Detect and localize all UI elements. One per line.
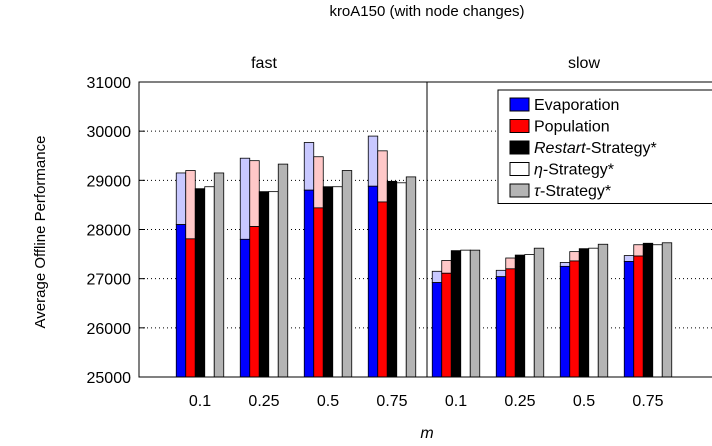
y-tick-label: 31000 <box>87 75 132 92</box>
bar-shade <box>303 142 315 191</box>
bar <box>322 186 334 378</box>
bar <box>341 170 353 378</box>
y-tick-label: 25000 <box>87 370 132 387</box>
y-tick-label: 26000 <box>87 321 132 338</box>
bar-shade <box>175 172 187 225</box>
bar <box>450 250 462 378</box>
bar-shade <box>495 269 507 278</box>
x-axis-label: m <box>420 425 433 442</box>
panel-label-slow: slow <box>568 55 600 72</box>
legend: Evaporation Population Restart-Strategy* η-… <box>497 89 712 204</box>
legend-label: τ-Strategy* <box>534 183 611 200</box>
bar <box>239 238 251 378</box>
bar-shade <box>559 262 571 267</box>
x-tick-label: 0.25 <box>248 393 279 410</box>
legend-label: Restart-Strategy* <box>534 140 657 157</box>
bar <box>623 261 635 378</box>
bar <box>386 180 398 378</box>
bar <box>213 172 225 378</box>
bar <box>367 185 379 378</box>
bar-shade <box>431 270 443 283</box>
bar <box>633 255 644 378</box>
bar <box>469 249 481 378</box>
legend-swatch <box>509 140 530 155</box>
bar <box>185 238 196 378</box>
legend-label: η-Strategy* <box>534 162 614 179</box>
bar <box>258 191 270 378</box>
x-tick-label: 0.75 <box>632 393 663 410</box>
legend-swatch <box>509 97 530 112</box>
legend-swatch <box>509 119 530 133</box>
legend-label: Evaporation <box>534 97 619 114</box>
bar <box>377 201 388 378</box>
bar-shade <box>313 156 324 209</box>
bar <box>194 188 206 378</box>
bar <box>652 244 663 378</box>
bar-shade <box>441 260 452 274</box>
bar <box>175 224 187 378</box>
bar <box>588 247 599 378</box>
bar <box>405 176 417 378</box>
x-tick-label: 0.25 <box>504 393 535 410</box>
bar <box>559 265 571 378</box>
bar <box>303 189 315 378</box>
bar <box>268 191 279 378</box>
bar-shade <box>239 157 251 240</box>
bar <box>578 248 590 378</box>
bar-shade <box>367 135 379 187</box>
bar <box>204 186 215 378</box>
bar <box>332 186 343 378</box>
bar <box>249 226 260 378</box>
x-tick-label: 0.5 <box>317 393 339 410</box>
y-tick-label: 30000 <box>87 124 132 141</box>
bar-shade <box>249 160 260 227</box>
x-tick-label: 0.75 <box>376 393 407 410</box>
y-tick-label: 28000 <box>87 223 132 240</box>
bar <box>460 249 471 378</box>
bar <box>277 163 289 378</box>
y-axis-label: Average Offline Performance <box>32 136 49 329</box>
legend-swatch <box>509 162 530 176</box>
bar <box>505 268 516 378</box>
panel-label-fast: fast <box>251 55 277 72</box>
x-tick-label: 0.1 <box>445 393 467 410</box>
bar <box>495 276 507 378</box>
bar-shade <box>623 255 635 262</box>
bar-shade <box>505 257 516 270</box>
bar <box>597 243 609 378</box>
y-tick-label: 29000 <box>87 173 132 190</box>
y-tick-label: 27000 <box>87 272 132 289</box>
bar-shade <box>633 244 644 257</box>
bar <box>569 260 580 378</box>
bar <box>514 254 526 378</box>
x-tick-label: 0.1 <box>189 393 211 410</box>
bar <box>431 282 443 378</box>
legend-label: Population <box>534 119 610 136</box>
bar <box>533 247 545 378</box>
bar <box>642 242 654 378</box>
legend-swatch <box>509 183 530 198</box>
x-tick-label: 0.5 <box>573 393 595 410</box>
bar-shade <box>569 251 580 262</box>
bar-shade <box>185 170 196 240</box>
chart-title: kroA150 (with node changes) <box>329 3 524 20</box>
bar <box>661 242 673 378</box>
bar <box>313 207 324 378</box>
bar-shade <box>377 150 388 203</box>
bar <box>524 254 535 378</box>
legend-box <box>497 89 712 204</box>
bar <box>441 272 452 378</box>
bar <box>396 182 407 378</box>
